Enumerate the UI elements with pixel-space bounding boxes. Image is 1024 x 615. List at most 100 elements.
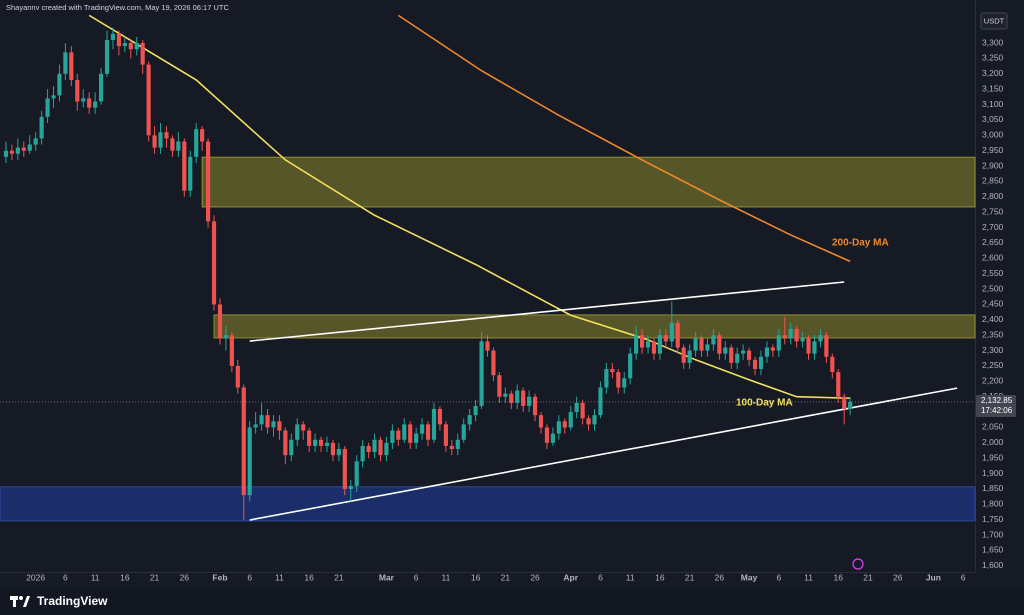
candle-body [503,393,508,397]
candle-body [521,390,526,406]
candle-body [27,144,32,151]
candle-body [420,424,425,434]
candle-body [705,344,710,351]
candle-body [699,338,704,351]
candle-body [372,439,377,453]
y-tick-label: 2,300 [982,345,1004,355]
candle-body [253,424,258,428]
y-tick-label: 1,850 [982,483,1004,493]
x-tick-label: Feb [212,572,227,582]
candle-body [295,424,300,440]
candle-body [580,402,585,419]
y-tick-label: 2,850 [982,176,1004,186]
candle-body [271,421,276,428]
candle-body [348,485,353,489]
x-tick-label: 16 [120,572,130,582]
candle-body [491,350,496,376]
x-tick-label: 6 [63,572,68,582]
candle-body [485,341,490,351]
candle-body [669,322,674,342]
candle-body [812,341,817,354]
candle-body [57,73,62,96]
candle-body [663,335,668,342]
candle-body [9,150,14,154]
candle-body [390,430,395,443]
x-tick-label: 21 [150,572,160,582]
candle-body [318,439,324,446]
x-tick-label: 26 [530,572,540,582]
candle-body [313,439,318,446]
candle-body [75,79,80,102]
candle-body [622,378,627,388]
candle-body [764,347,770,357]
zones [0,156,976,522]
candle-body [527,396,532,406]
indicator-lines [88,14,958,521]
candle-body [176,141,181,151]
candle-body [842,396,847,410]
candle-body [110,33,116,40]
x-tick-label: 21 [685,572,695,582]
y-tick-label: 2,200 [982,376,1004,386]
candle-body [598,387,603,416]
last-price-box [976,394,1016,417]
candle-body [414,433,419,443]
candle-body [330,442,336,456]
y-tick-label: 2,650 [982,237,1004,247]
candle-body [735,353,740,363]
candle-body [806,338,811,354]
candle-body [556,421,561,434]
candle-body [830,356,835,373]
y-tick-label: 2,550 [982,268,1004,278]
candle-body [509,393,514,403]
candle-body [425,424,431,440]
y-tick-label: 2,750 [982,206,1004,216]
candle-body [604,369,609,388]
candle-body [586,418,591,425]
candle-body [848,401,853,410]
candle-body [39,116,44,139]
trendline [249,387,958,521]
candle-body [194,129,199,157]
candle-body [104,39,110,74]
x-tick-label: 11 [91,572,100,582]
moving-average [397,14,851,263]
trendline [249,281,845,342]
candle-body [307,430,312,446]
x-tick-label: 16 [471,572,481,582]
x-tick-label: 16 [834,572,844,582]
candle-body [235,365,240,388]
candle-body [776,335,781,351]
x-tick-label: 6 [247,572,252,582]
axes: 1,600 1,650 1,700 1,750 1,800 1,850 1,900 1,950… [0,37,1016,582]
candle-body [182,141,187,191]
y-tick-label: 2,900 [982,160,1004,170]
x-tick-label: 6 [598,572,603,582]
y-tick-label: 2,350 [982,329,1004,339]
candle-body [634,335,639,354]
candle-body [98,73,104,102]
candle-body [45,98,50,117]
brand-logo [10,596,30,607]
candle-body [116,33,121,47]
moving-average [88,14,851,400]
header: Shayannv created with TradingView.com, M… [6,3,229,12]
candle-body [366,445,371,453]
x-tick-label: 21 [334,572,344,582]
candle-body [473,405,478,416]
candle-body [354,461,359,486]
candle-body [15,147,20,154]
candle-body [479,341,484,406]
candle-body [711,335,716,345]
candle-body [384,442,389,456]
candle-body [717,335,722,354]
y-tick-label: 1,650 [982,545,1004,555]
candle-body [69,52,74,80]
countdown: 17:42:06 [981,406,1013,415]
candles [3,27,853,520]
y-tick-label: 2,700 [982,222,1004,232]
y-tick-label: 3,000 [982,130,1004,140]
ma-label: 100-Day MA [736,398,793,409]
